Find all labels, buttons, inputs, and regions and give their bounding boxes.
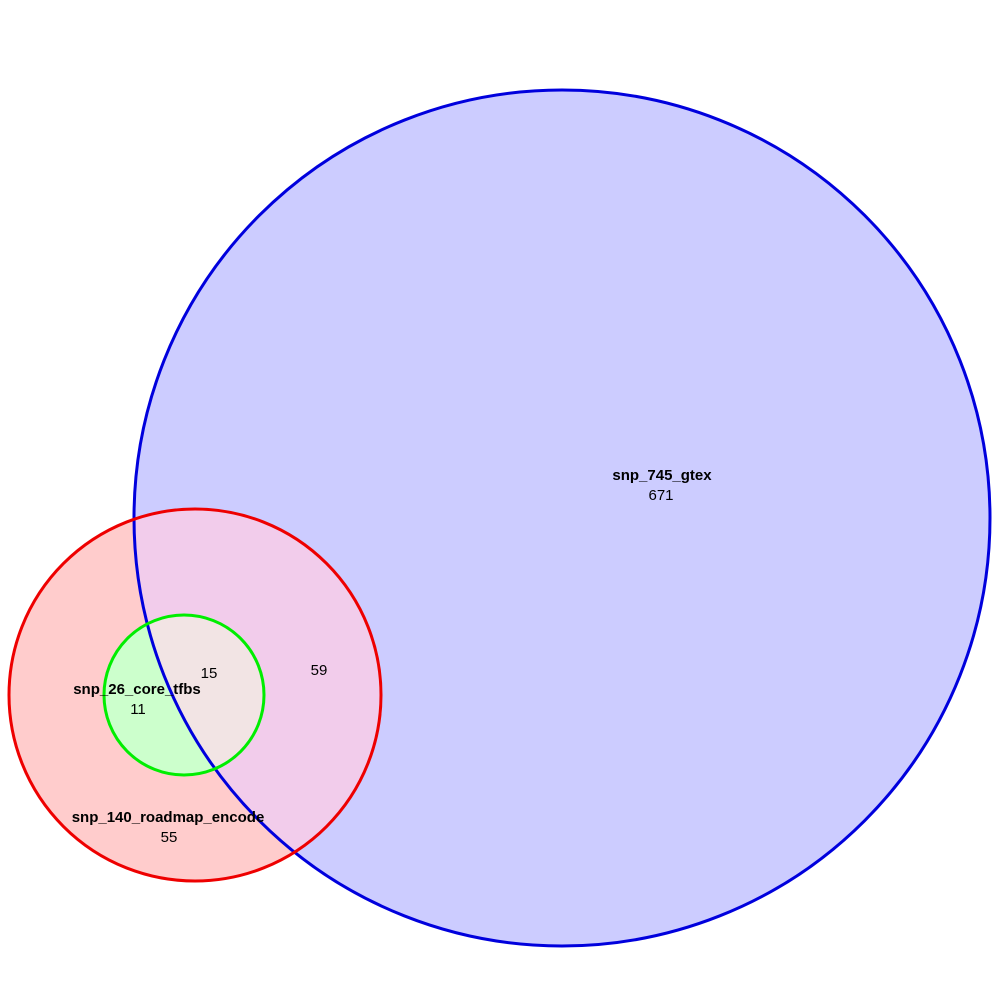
gtex-roadmap-count: 59 bbox=[311, 662, 328, 679]
roadmap-circle-outline bbox=[7, 507, 383, 883]
tfbs-roadmap-count: 11 bbox=[130, 701, 146, 718]
gtex-set-label: snp_745_gtex bbox=[612, 467, 712, 484]
roadmap-set-label: snp_140_roadmap_encode bbox=[72, 809, 265, 826]
tfbs-set-label: snp_26_core_tfbs bbox=[73, 681, 201, 698]
roadmap-only-count: 55 bbox=[161, 829, 178, 846]
all-three-count: 15 bbox=[201, 665, 218, 682]
gtex-only-count: 671 bbox=[648, 487, 673, 504]
tfbs-circle-outline bbox=[102, 613, 266, 777]
